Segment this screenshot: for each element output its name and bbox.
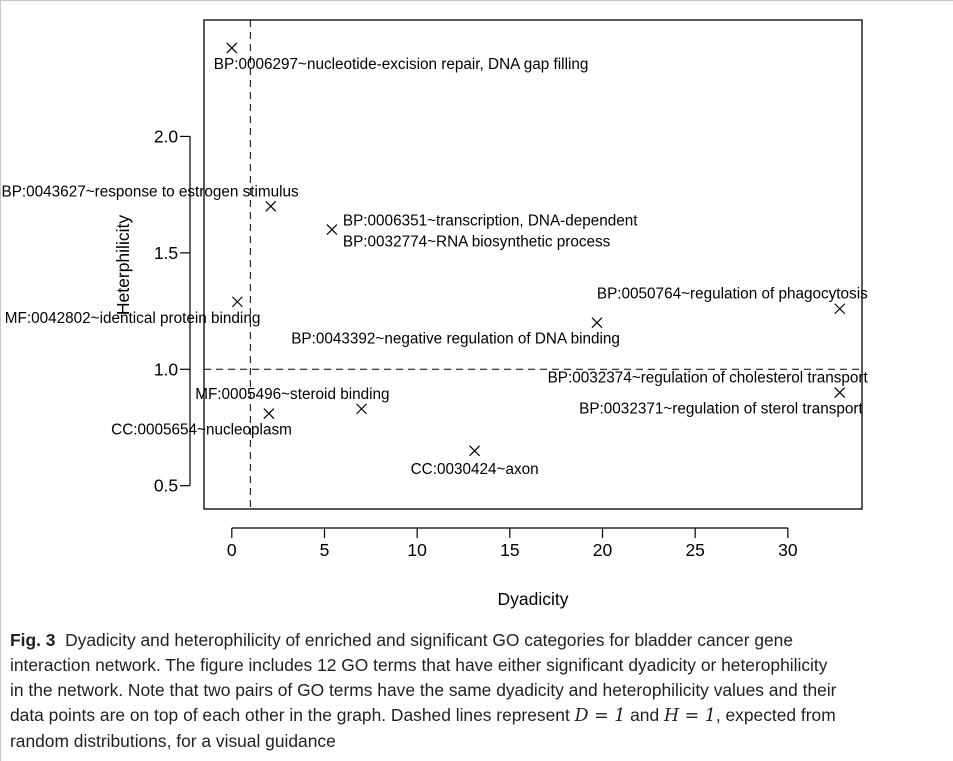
caption-d-equation: D = 1 [574, 706, 626, 726]
point-label: BP:0043392~negative regulation of DNA bi… [291, 331, 620, 348]
caption-h-equation: H = 1 [663, 706, 716, 726]
data-point-marker [231, 296, 243, 308]
data-point-marker [591, 317, 603, 329]
point-label: BP:0043627~response to estrogen stimulus [2, 183, 300, 200]
data-points [226, 42, 846, 457]
x-axis: 0 5 10 15 20 25 30 [227, 527, 798, 560]
point-label: CC:0030424~axon [411, 461, 539, 478]
x-tick-label: 30 [778, 540, 798, 560]
data-point-marker [834, 303, 846, 315]
frame-top-border [0, 0, 953, 1]
point-label: BP:0050764~regulation of phagocytosis [597, 286, 868, 303]
y-tick-label: 1.0 [154, 359, 179, 379]
caption-line-3: in the network. Note that two pairs of G… [10, 680, 837, 700]
x-axis-title: Dyadicity [498, 589, 569, 609]
point-label: MF:0005496~steroid binding [195, 386, 389, 403]
caption-line-4-end: , expected from [715, 705, 836, 725]
frame-left-border [0, 0, 1, 761]
data-point-marker [356, 403, 367, 415]
point-label: BP:0032371~regulation of sterol transpor… [579, 401, 863, 418]
data-point-marker [263, 408, 275, 419]
y-tick-label: 2.0 [154, 126, 179, 146]
x-tick-label: 20 [593, 540, 613, 560]
point-label: BP:0032774~RNA biosynthetic process [343, 234, 611, 251]
caption-line-1: Dyadicity and heterophilicity of enriche… [65, 630, 794, 650]
point-label: BP:0032374~regulation of cholesterol tra… [548, 370, 869, 387]
caption-figure-label: Fig. 3 [10, 630, 56, 650]
scatter-chart: 0 5 10 15 20 25 30 0.5 1.0 1.5 2.0 BP:0006297~nuc… [2, 19, 869, 609]
caption-line-2: interaction network. The figure includes… [10, 655, 828, 675]
point-label: MF:0042802~identical protein binding [5, 310, 261, 327]
caption-and: and [630, 705, 660, 725]
point-label: CC:0005654~nucleoplasm [111, 422, 292, 439]
y-axis-title: Heterphilicity [113, 215, 133, 315]
data-point-marker [265, 200, 277, 212]
x-tick-label: 10 [407, 540, 427, 560]
x-tick-label: 15 [500, 540, 519, 560]
x-tick-label: 0 [227, 540, 237, 560]
point-label: BP:0006351~transcription, DNA-dependent [343, 213, 638, 230]
data-point-marker [326, 224, 338, 235]
data-point-marker [469, 445, 481, 457]
caption-line-5: random distributions, for a visual guida… [10, 731, 336, 751]
data-point-marker [834, 387, 846, 398]
x-tick-label: 5 [320, 540, 330, 560]
y-tick-label: 0.5 [154, 476, 178, 496]
figure-caption: Fig. 3 Dyadicity and heterophilicity of … [10, 628, 940, 754]
reference-lines [204, 20, 862, 509]
y-axis: 0.5 1.0 1.5 2.0 [154, 126, 191, 496]
data-point-marker [226, 42, 238, 54]
caption-line-4: data points are on top of each other in … [10, 705, 570, 725]
point-labels: BP:0006297~nucleotide-excision repair, D… [2, 56, 869, 478]
x-tick-label: 25 [685, 540, 704, 560]
y-tick-label: 1.5 [154, 243, 178, 263]
point-label: BP:0006297~nucleotide-excision repair, D… [214, 56, 589, 73]
plot-box [203, 19, 863, 510]
